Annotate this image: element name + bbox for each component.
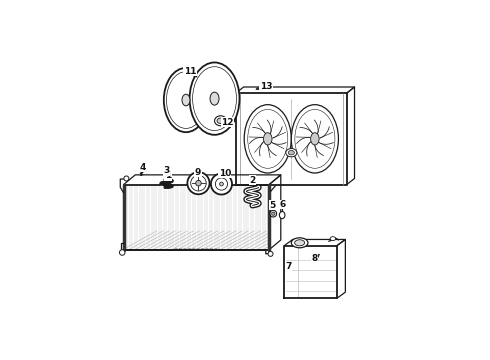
Ellipse shape (292, 238, 308, 248)
Text: 12: 12 (221, 118, 234, 127)
Ellipse shape (120, 250, 125, 255)
Text: 8: 8 (312, 255, 318, 264)
Ellipse shape (215, 116, 227, 126)
Ellipse shape (210, 92, 219, 105)
Ellipse shape (244, 105, 292, 173)
Ellipse shape (217, 118, 224, 123)
Ellipse shape (248, 109, 288, 168)
Ellipse shape (164, 68, 208, 132)
Text: 5: 5 (270, 201, 276, 210)
Text: 10: 10 (219, 169, 231, 178)
Text: 3: 3 (164, 166, 170, 175)
Ellipse shape (190, 63, 240, 135)
Text: 13: 13 (260, 82, 272, 91)
Ellipse shape (124, 176, 129, 181)
Ellipse shape (196, 180, 201, 186)
Text: 1: 1 (165, 171, 171, 180)
Ellipse shape (295, 109, 335, 168)
Ellipse shape (292, 105, 339, 173)
Text: 9: 9 (195, 168, 201, 177)
Ellipse shape (220, 182, 223, 186)
Ellipse shape (286, 149, 297, 157)
Ellipse shape (294, 240, 305, 246)
Ellipse shape (279, 211, 285, 219)
Text: 11: 11 (184, 67, 196, 76)
Text: 6: 6 (279, 200, 285, 209)
Ellipse shape (187, 172, 210, 194)
Polygon shape (123, 185, 269, 250)
Ellipse shape (216, 178, 227, 190)
Ellipse shape (270, 210, 277, 217)
Ellipse shape (271, 212, 275, 215)
Ellipse shape (193, 67, 237, 131)
Ellipse shape (167, 72, 205, 129)
Ellipse shape (288, 150, 294, 155)
Text: 7: 7 (285, 262, 292, 271)
Ellipse shape (330, 237, 336, 240)
Ellipse shape (264, 133, 272, 145)
Ellipse shape (191, 175, 206, 191)
Ellipse shape (268, 251, 273, 256)
Ellipse shape (211, 174, 232, 194)
Text: 4: 4 (140, 163, 146, 172)
Ellipse shape (182, 94, 190, 106)
Polygon shape (284, 246, 337, 298)
Text: 2: 2 (249, 176, 256, 185)
Ellipse shape (311, 133, 319, 145)
